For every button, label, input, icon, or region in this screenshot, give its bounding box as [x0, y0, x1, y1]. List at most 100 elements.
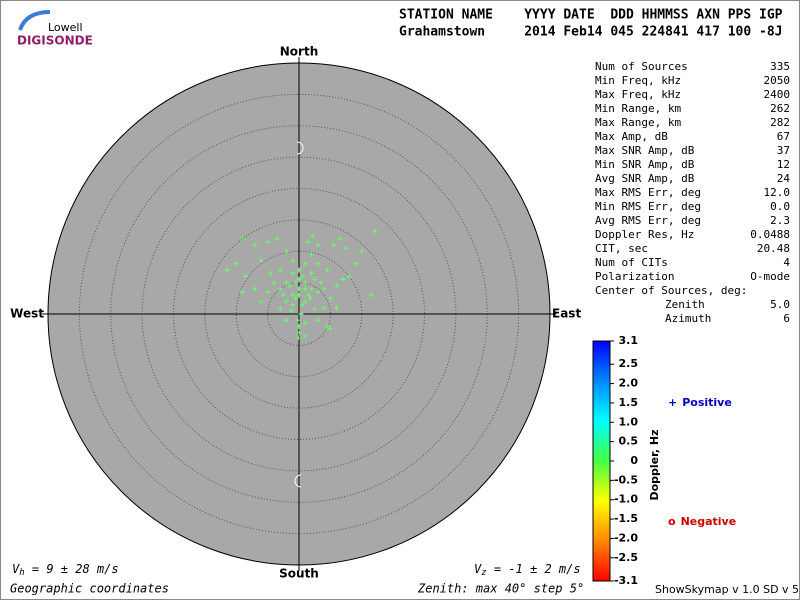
source — [224, 267, 230, 273]
source — [258, 258, 264, 264]
source — [310, 233, 316, 239]
source — [243, 273, 249, 279]
source — [315, 242, 321, 248]
stat-value: 282 — [770, 116, 790, 129]
stat-label: Min SNR Amp, dB — [595, 158, 695, 171]
source — [252, 242, 258, 248]
legend-label: Negative — [681, 515, 737, 528]
source — [283, 280, 289, 286]
source — [290, 258, 296, 264]
stat-label: Max Freq, kHz — [595, 88, 681, 101]
center-label: Zenith — [665, 298, 705, 311]
stat-label: Max Amp, dB — [595, 130, 668, 143]
stat-label: Min RMS Err, deg — [595, 200, 701, 213]
coords: Geographic coordinates — [10, 582, 169, 596]
source — [274, 236, 280, 242]
source — [302, 298, 308, 304]
source — [283, 248, 289, 254]
source — [295, 335, 301, 341]
vz-sub: z — [481, 568, 486, 578]
source — [280, 292, 286, 298]
source — [290, 302, 296, 308]
stat-value: 335 — [770, 60, 790, 73]
source — [277, 267, 283, 273]
source — [331, 242, 337, 248]
source — [302, 280, 308, 286]
source — [346, 273, 352, 279]
source — [299, 302, 305, 308]
vh: Vh = 9 ± 28 m/s — [12, 562, 119, 578]
source — [290, 292, 296, 298]
dir-east: East — [552, 307, 581, 321]
source — [296, 286, 302, 292]
source — [290, 270, 296, 276]
source — [296, 267, 302, 273]
pole-mark — [294, 474, 302, 488]
legend-label: Positive — [682, 396, 732, 409]
source — [312, 276, 318, 282]
source — [296, 292, 302, 298]
source — [337, 236, 343, 242]
stat-value: 37 — [777, 144, 790, 157]
source — [240, 289, 246, 295]
colorbar-tick-label: 2.0 — [619, 377, 639, 390]
stat-label: Avg RMS Err, deg — [595, 214, 701, 227]
source — [288, 308, 294, 314]
source — [307, 295, 313, 301]
source — [305, 292, 311, 298]
stat-value: 24 — [777, 172, 791, 185]
source — [302, 320, 308, 326]
source — [340, 276, 346, 282]
source — [271, 280, 277, 286]
source — [372, 228, 378, 234]
source — [265, 289, 271, 295]
legend-symbol: + — [668, 396, 677, 409]
stat-label: CIT, sec — [595, 242, 648, 255]
pole-mark — [296, 141, 304, 155]
source — [312, 306, 318, 312]
logo-top: Lowell — [48, 21, 83, 34]
source — [283, 298, 289, 304]
source — [252, 286, 258, 292]
source — [233, 261, 239, 267]
colorbar-tick-label: 1.5 — [619, 396, 639, 409]
version: ShowSkymap v 1.0 SD v 5.1 — [655, 583, 800, 596]
source — [359, 248, 365, 254]
source — [305, 239, 311, 245]
colorbar-tick-label: -3.1 — [614, 574, 638, 587]
stat-value: 2.3 — [770, 214, 790, 227]
source — [334, 283, 340, 289]
dir-north: North — [280, 45, 318, 59]
source — [309, 251, 315, 257]
stat-label: Min Range, km — [595, 102, 681, 115]
colorbar-tick-label: 3.1 — [619, 334, 639, 347]
colorbar — [592, 340, 611, 582]
source — [315, 317, 321, 323]
source — [324, 267, 330, 273]
source — [296, 276, 302, 282]
source — [297, 330, 303, 336]
stat-value: 2400 — [764, 88, 791, 101]
legend-symbol: o — [668, 515, 676, 528]
stat-label: Doppler Res, Hz — [595, 228, 694, 241]
center-value: 6 — [783, 312, 790, 325]
vz: Vz = -1 ± 2 m/s — [474, 562, 581, 578]
legend-entry: + Positive — [668, 396, 732, 409]
colorbar-tick-label: 1.0 — [619, 415, 639, 428]
stats: Num of Sources 335 Min Freq, kHz 2050 Max Fr… — [595, 60, 790, 325]
colorbar-tick-label: -1.0 — [614, 493, 638, 506]
stat-value: 67 — [777, 130, 790, 143]
stat-value: 262 — [770, 102, 790, 115]
dir-west: West — [10, 307, 44, 321]
vh-rest: = 9 ± 28 m/s — [25, 562, 119, 576]
stat-value: 20.48 — [757, 242, 790, 255]
source — [265, 239, 271, 245]
colorbar-tick-label: -0.5 — [614, 473, 638, 486]
stat-value: 12 — [777, 158, 790, 171]
source — [321, 286, 327, 292]
source — [293, 280, 299, 286]
source — [283, 317, 289, 323]
center-label: Azimuth — [665, 312, 711, 325]
stat-label: Num of CITs — [595, 256, 668, 269]
